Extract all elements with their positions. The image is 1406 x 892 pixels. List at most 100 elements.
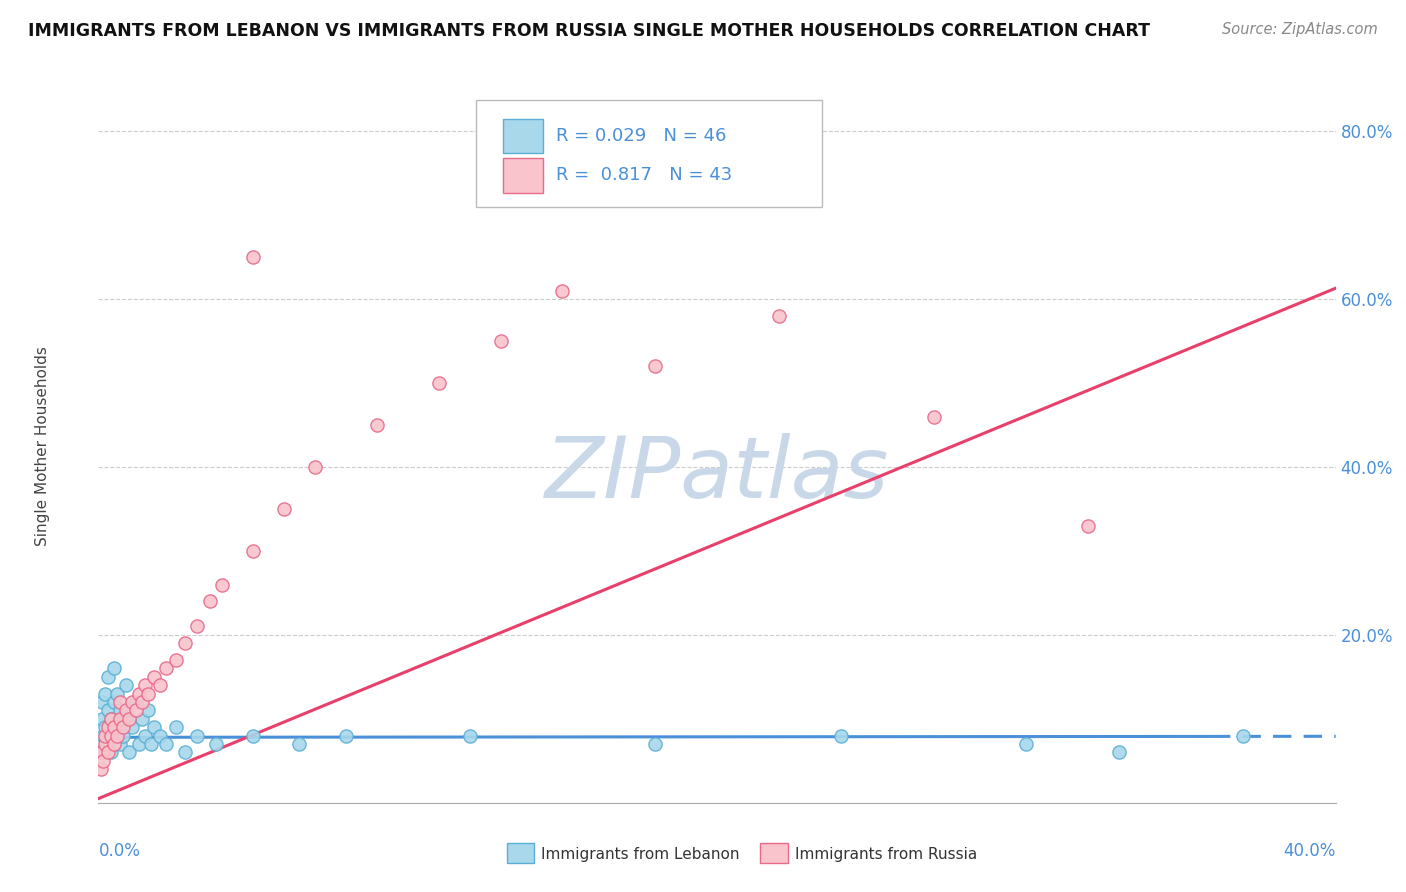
Point [273, 502, 295, 516]
Point [103, 695, 125, 709]
Point [143, 670, 166, 684]
Point [91, 729, 114, 743]
Point [121, 720, 143, 734]
Point [458, 729, 481, 743]
Point [121, 695, 143, 709]
Point [128, 737, 150, 751]
Text: Immigrants from Lebanon: Immigrants from Lebanon [541, 847, 740, 862]
Point [90, 712, 112, 726]
Point [1015, 737, 1038, 751]
Text: Immigrants from Russia: Immigrants from Russia [794, 847, 977, 862]
Point [103, 737, 125, 751]
Point [115, 712, 138, 726]
Point [186, 619, 208, 633]
Point [91, 695, 114, 709]
Point [96, 737, 118, 751]
Point [174, 636, 197, 650]
Point [1232, 729, 1254, 743]
Point [136, 687, 159, 701]
Point [100, 746, 122, 760]
Point [198, 594, 221, 608]
Point [90, 746, 112, 760]
Point [136, 703, 159, 717]
Point [155, 737, 177, 751]
Point [1077, 518, 1099, 533]
Bar [761, 843, 787, 863]
Point [165, 720, 187, 734]
Point [131, 695, 153, 709]
Point [205, 737, 228, 751]
Point [242, 729, 264, 743]
Bar [503, 159, 543, 193]
Point [124, 695, 146, 709]
Point [93, 720, 115, 734]
Point [134, 729, 156, 743]
Point [174, 746, 197, 760]
Point [131, 712, 153, 726]
Point [139, 737, 162, 751]
Text: R = 0.029   N = 46: R = 0.029 N = 46 [557, 127, 727, 145]
Point [115, 703, 138, 717]
Point [90, 746, 112, 760]
Text: ZIPatlas: ZIPatlas [546, 433, 889, 516]
Point [1108, 746, 1130, 760]
Point [134, 678, 156, 692]
Point [124, 703, 146, 717]
Point [112, 720, 135, 734]
Point [90, 762, 112, 776]
Text: R =  0.817   N = 43: R = 0.817 N = 43 [557, 166, 733, 184]
Point [97, 703, 120, 717]
Point [91, 754, 114, 768]
Point [98, 729, 121, 743]
Point [149, 729, 172, 743]
Point [97, 720, 120, 734]
Text: IMMIGRANTS FROM LEBANON VS IMMIGRANTS FROM RUSSIA SINGLE MOTHER HOUSEHOLDS CORRE: IMMIGRANTS FROM LEBANON VS IMMIGRANTS FR… [28, 22, 1150, 40]
Point [118, 712, 141, 726]
Point [242, 544, 264, 558]
Point [108, 695, 131, 709]
Text: Source: ZipAtlas.com: Source: ZipAtlas.com [1222, 22, 1378, 37]
Bar [506, 843, 534, 863]
Point [93, 729, 115, 743]
Point [366, 417, 388, 432]
Bar [503, 120, 543, 153]
Point [97, 746, 120, 760]
Point [644, 737, 666, 751]
Text: 0.0%: 0.0% [98, 842, 141, 860]
Point [211, 577, 233, 591]
Point [100, 729, 122, 743]
Point [103, 737, 125, 751]
Point [551, 284, 574, 298]
Point [335, 729, 357, 743]
Point [105, 720, 128, 734]
Point [288, 737, 311, 751]
Point [644, 359, 666, 374]
Point [242, 250, 264, 264]
Point [100, 712, 122, 726]
Point [922, 409, 945, 424]
Point [304, 460, 326, 475]
Point [93, 687, 115, 701]
Point [103, 720, 125, 734]
Point [112, 729, 135, 743]
FancyBboxPatch shape [475, 100, 823, 207]
Point [143, 720, 166, 734]
Point [155, 661, 177, 675]
Point [105, 729, 128, 743]
Point [103, 661, 125, 675]
Point [108, 712, 131, 726]
Point [118, 746, 141, 760]
Point [100, 712, 122, 726]
Point [108, 703, 131, 717]
Point [489, 334, 512, 348]
Point [97, 670, 120, 684]
Text: Single Mother Households: Single Mother Households [35, 346, 51, 546]
Point [165, 653, 187, 667]
Point [768, 309, 790, 323]
Point [115, 678, 138, 692]
Text: 40.0%: 40.0% [1284, 842, 1336, 860]
Point [186, 729, 208, 743]
Point [108, 737, 131, 751]
Point [149, 678, 172, 692]
Point [93, 737, 115, 751]
